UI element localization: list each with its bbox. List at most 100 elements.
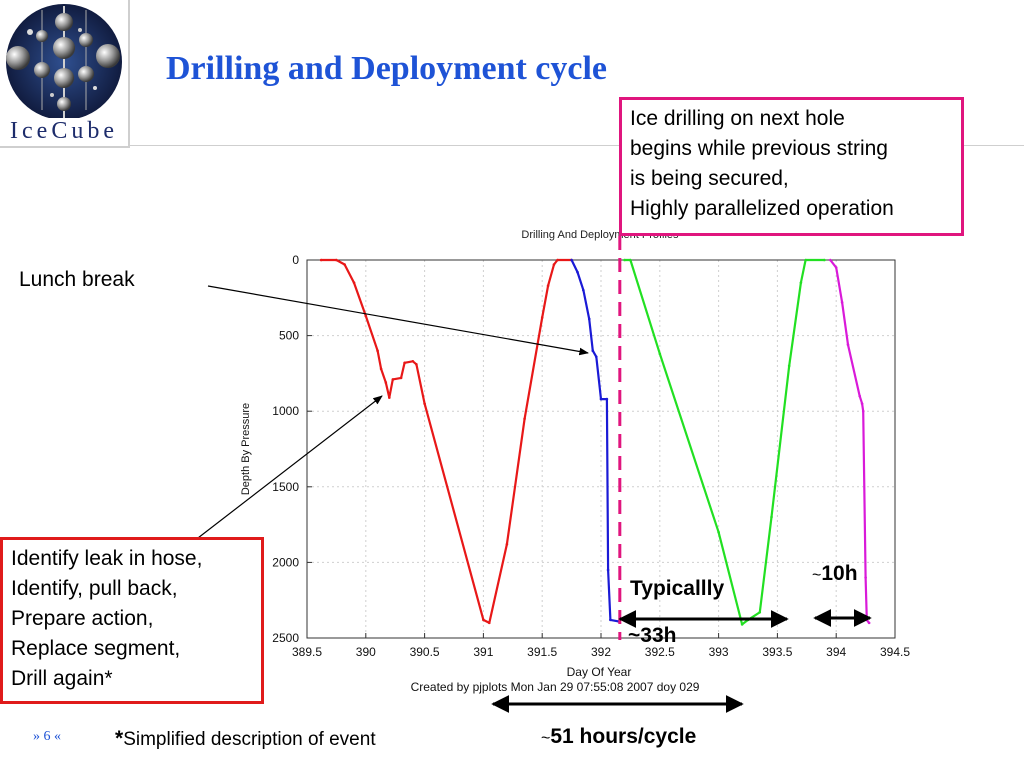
lunch-break-arrow — [207, 285, 589, 356]
note-line: Replace segment, — [11, 637, 181, 660]
data-point — [556, 258, 559, 262]
cycle-duration-value: 51 hours/cycle — [550, 725, 697, 748]
logo-sphere — [53, 37, 75, 59]
data-point — [658, 352, 662, 356]
data-point — [423, 402, 426, 405]
data-point — [594, 355, 598, 359]
data-point — [787, 364, 791, 368]
logo-star — [50, 93, 54, 97]
data-point — [867, 621, 871, 625]
x-tick-label: 392 — [591, 645, 611, 659]
data-point — [403, 361, 406, 365]
data-point — [840, 301, 844, 304]
page-number: » 6 « — [33, 729, 61, 744]
y-tick-label: 500 — [279, 329, 299, 343]
note-line: begins while previous string — [630, 137, 888, 160]
data-point — [864, 576, 867, 579]
x-tick-label: 394.5 — [880, 645, 910, 659]
data-point — [770, 515, 773, 519]
data-point — [570, 258, 573, 262]
data-point — [523, 417, 526, 421]
logo-sphere — [6, 46, 30, 70]
icecube-logo: IceCube — [0, 0, 130, 148]
y-axis-label: Depth By Pressure — [240, 403, 252, 495]
data-point — [384, 381, 388, 384]
logo-sphere — [54, 68, 74, 88]
data-point — [352, 281, 356, 284]
data-point — [605, 397, 609, 401]
logo-graphic — [6, 4, 122, 118]
chart-caption: Created by pjplots Mon Jan 29 07:55:08 2… — [411, 680, 700, 694]
x-tick-label: 390.5 — [410, 645, 440, 659]
data-point — [388, 396, 391, 399]
typical-value: ~33h — [628, 624, 677, 647]
data-point — [829, 258, 832, 262]
data-point — [804, 258, 807, 262]
lunch-break-label: Lunch break — [19, 268, 135, 291]
short-duration-value: 10h — [821, 562, 858, 585]
data-point — [399, 376, 403, 380]
series-line-1 — [321, 258, 572, 625]
chart-axes: 389.5 390 390.5 391 391.5 392 392.5 393 393.5 394… — [272, 253, 910, 659]
x-tick-label: 391 — [473, 645, 493, 659]
data-point — [576, 270, 579, 274]
x-tick-label: 389.5 — [292, 645, 322, 659]
tilde: ~ — [812, 567, 822, 584]
header-divider — [128, 145, 1024, 146]
x-tick-label: 393.5 — [762, 645, 792, 659]
data-point — [487, 621, 491, 625]
footnote-star: * — [115, 727, 124, 750]
x-axis-label: Day Of Year — [567, 665, 632, 679]
data-point — [540, 316, 544, 319]
logo-sphere — [79, 33, 93, 47]
data-point — [482, 618, 485, 622]
x-tick-label: 392.5 — [645, 645, 675, 659]
data-point — [546, 284, 550, 288]
data-point — [629, 258, 632, 262]
data-point — [335, 258, 338, 262]
parallel-operation-note: Ice drilling on next hole begins while p… — [619, 97, 964, 236]
data-point — [411, 360, 415, 363]
tilde: ~ — [541, 730, 551, 747]
data-point — [391, 378, 395, 381]
logo-sphere — [36, 30, 48, 42]
logo-sphere — [57, 97, 71, 111]
data-point — [552, 263, 556, 266]
series-line-4 — [829, 259, 870, 624]
data-point — [364, 314, 368, 318]
logo-sphere — [96, 44, 120, 68]
logo-sphere — [55, 13, 73, 31]
data-point — [505, 542, 509, 546]
note-line: Highly parallelized operation — [630, 197, 894, 220]
y-tick-label: 2000 — [272, 555, 299, 569]
typical-label: Typicallly — [630, 577, 725, 600]
logo-sphere — [34, 62, 50, 78]
data-point — [758, 610, 762, 614]
data-point — [717, 530, 720, 534]
note-line: is being secured, — [630, 167, 789, 190]
data-point — [858, 394, 862, 398]
data-point — [415, 363, 418, 366]
series-line-3 — [624, 258, 825, 626]
data-point — [376, 349, 379, 353]
footnote-text: Simplified description of event — [123, 729, 376, 750]
y-tick-label: 1000 — [272, 404, 299, 418]
logo-star — [27, 29, 33, 35]
data-point — [582, 288, 585, 292]
note-line: Drill again* — [11, 667, 113, 690]
logo-sphere — [78, 66, 94, 82]
data-point — [834, 266, 838, 269]
logo-star — [93, 86, 97, 90]
data-point — [861, 409, 865, 413]
data-point — [343, 263, 346, 266]
y-tick-label: 2500 — [272, 631, 299, 645]
note-line: Prepare action, — [11, 607, 154, 630]
series-line-2 — [570, 259, 619, 623]
data-point — [599, 397, 603, 401]
slide-title: Drilling and Deployment cycle — [166, 50, 608, 87]
x-tick-label: 394 — [826, 645, 846, 659]
data-point — [319, 258, 323, 262]
leak-arrow — [184, 395, 383, 549]
x-tick-label: 393 — [709, 645, 729, 659]
data-point — [623, 258, 626, 262]
